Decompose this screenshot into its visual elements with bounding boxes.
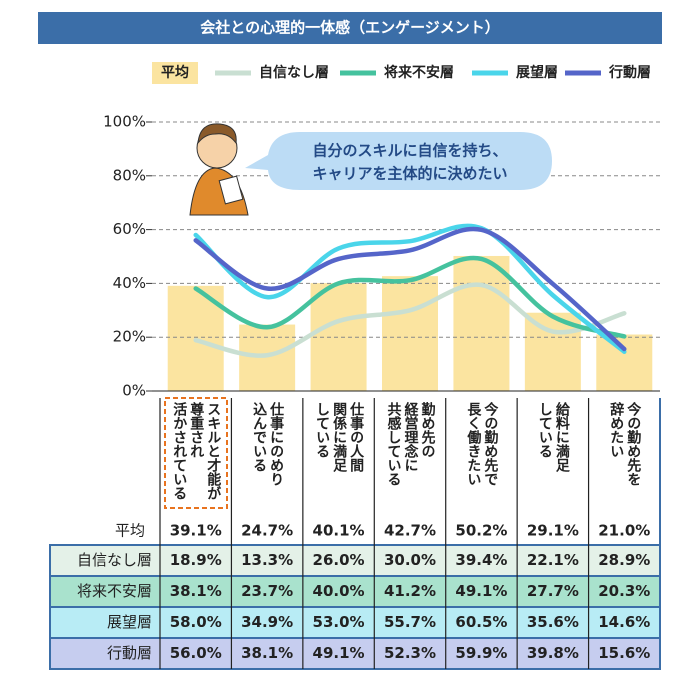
table-cell: 59.9%	[455, 644, 507, 662]
character-paper	[218, 175, 244, 205]
bar	[382, 276, 438, 391]
table-cell: 53.0%	[313, 613, 365, 631]
table-cell: 52.3%	[384, 644, 436, 662]
table-cell: 13.3%	[241, 551, 293, 569]
row-label: 平均	[115, 522, 145, 540]
row-label: 行動層	[107, 644, 152, 662]
table-cell: 21.0%	[598, 522, 650, 540]
row-label: 将来不安層	[77, 582, 152, 600]
x-tick-label: 今の勤め先を 辞めたい	[608, 402, 642, 486]
table-cell: 49.1%	[455, 582, 507, 600]
line	[193, 282, 627, 358]
table-cell: 60.5%	[455, 613, 507, 631]
table-cell: 39.8%	[527, 644, 579, 662]
table-cell: 41.2%	[384, 582, 436, 600]
table-cell: 42.7%	[384, 522, 436, 540]
y-tick-label: 0%	[122, 382, 146, 400]
table-cell: 34.9%	[241, 613, 293, 631]
line	[193, 226, 627, 352]
bar	[239, 324, 296, 391]
table-cell: 26.0%	[313, 551, 365, 569]
row-label: 展望層	[107, 613, 152, 631]
table-cell: 40.0%	[313, 582, 365, 600]
x-tick-label: 今の勤め先で 長く働きたい	[465, 402, 499, 486]
table-cell: 23.7%	[241, 582, 293, 600]
table-cell: 55.7%	[384, 613, 436, 631]
table-cell: 38.1%	[170, 582, 222, 600]
line	[193, 255, 627, 339]
legend-label: 将来不安層	[384, 64, 454, 81]
table-cell: 39.4%	[455, 551, 507, 569]
table-cell: 14.6%	[598, 613, 650, 631]
table-cell: 30.0%	[384, 551, 436, 569]
table-cell: 56.0%	[170, 644, 222, 662]
chart-title: 会社との心理的一体感（エンゲージメント）	[200, 19, 500, 37]
legend-label: 行動層	[608, 64, 651, 81]
table-cell: 20.3%	[598, 582, 650, 600]
table-row	[49, 575, 661, 608]
y-tick-label: 60%	[113, 220, 146, 238]
table-cell: 27.7%	[527, 582, 579, 600]
y-tick-label: 20%	[113, 328, 146, 346]
bar	[453, 255, 510, 391]
table-cell: 22.1%	[527, 551, 579, 569]
x-tick-label: 給料に満足 している	[536, 402, 570, 472]
table-cell: 50.2%	[455, 522, 507, 540]
row-label: 自信なし層	[77, 551, 152, 569]
x-tick-label: 勤め先の 経営理念に 共感している	[385, 402, 436, 486]
legend-swatch	[152, 62, 198, 84]
y-tick-label: 100%	[103, 113, 146, 131]
table-cell: 49.1%	[313, 644, 365, 662]
line	[193, 223, 627, 354]
x-tick-label: 仕事にのめり 込んでいる	[251, 402, 285, 486]
y-tick-label: 80%	[113, 166, 146, 184]
bar	[596, 334, 653, 391]
title-bar	[38, 12, 662, 44]
x-tick-label: 仕事の人間 関係に満足 している	[314, 402, 365, 472]
table-cell: 35.6%	[527, 613, 579, 631]
table-cell: 15.6%	[598, 644, 650, 662]
highlight-box	[164, 397, 228, 509]
table-cell: 58.0%	[170, 613, 222, 631]
table-cell: 29.1%	[527, 522, 579, 540]
table-cell: 38.1%	[241, 644, 293, 662]
legend-label: 展望層	[516, 64, 558, 81]
table-cell: 28.9%	[598, 551, 650, 569]
table-cell: 39.1%	[170, 522, 222, 540]
legend-label: 平均	[161, 64, 189, 81]
y-tick-label: 40%	[113, 274, 146, 292]
bubble-text: キャリアを主体的に決めたい	[312, 165, 507, 183]
speech-bubble	[245, 132, 552, 190]
table-cell: 24.7%	[241, 522, 293, 540]
legend-label: 自信なし層	[259, 64, 329, 81]
character-hair	[197, 123, 237, 145]
x-tick-label: スキルと才能が 尊重され 活かされている	[171, 402, 222, 500]
table-cell: 40.1%	[313, 522, 365, 540]
bubble-text: 自分のスキルに自信を持ち、	[312, 142, 507, 160]
table-cell: 18.9%	[170, 551, 222, 569]
